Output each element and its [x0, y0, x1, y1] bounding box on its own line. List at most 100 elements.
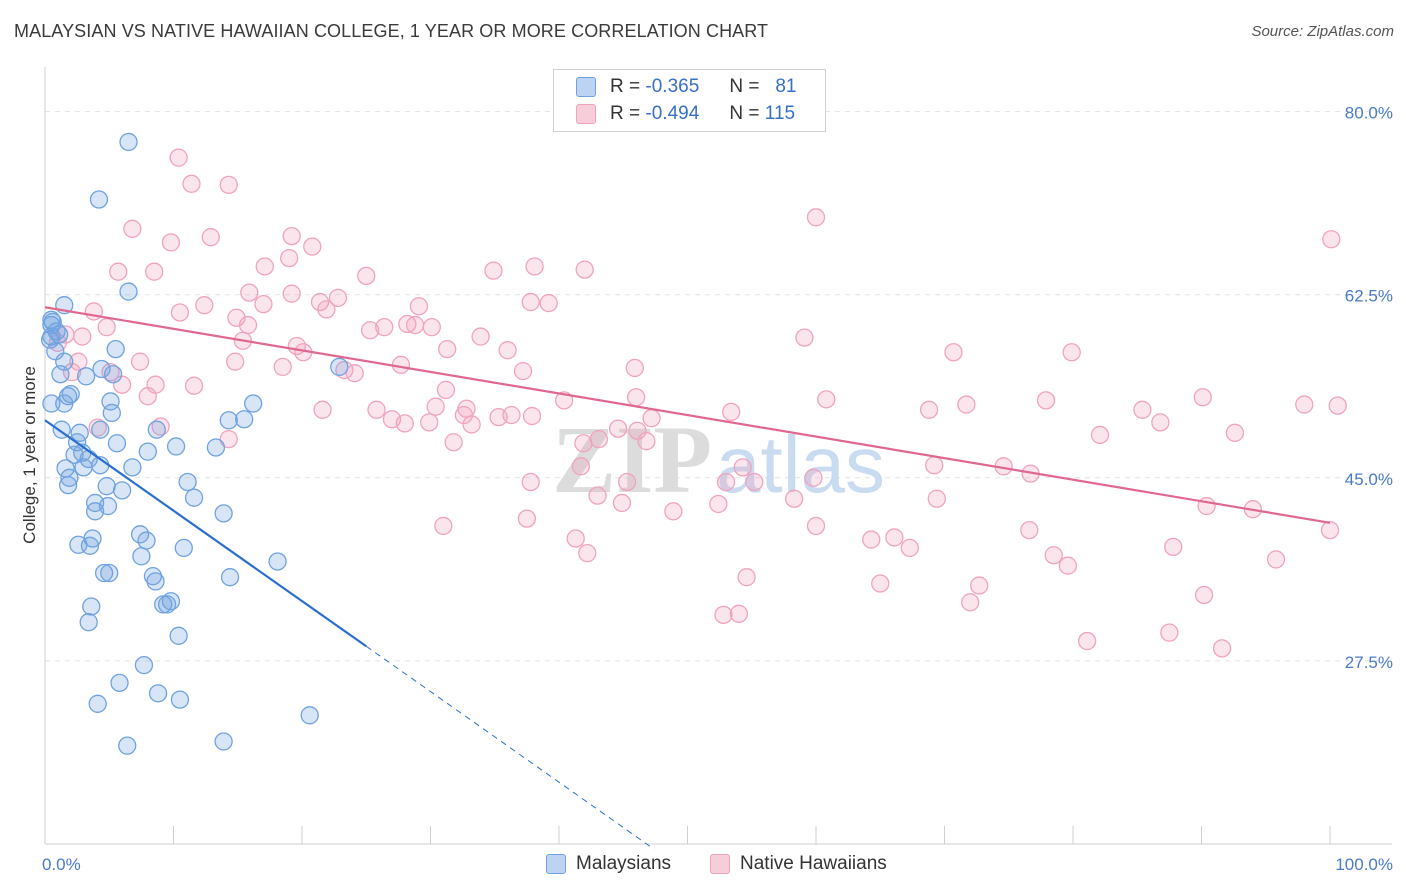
native-hawaiian-point: [885, 528, 904, 547]
native-hawaiian-point: [1036, 391, 1056, 410]
native-hawaiian-point: [254, 294, 273, 314]
native-hawaiian-point: [138, 387, 157, 406]
legend-n-value-malaysians: 81: [775, 76, 797, 97]
native-hawaiian-point: [444, 433, 463, 452]
native-hawaiian-point: [944, 343, 963, 362]
native-hawaiian-point: [219, 175, 238, 195]
native-hawaiian-point: [454, 405, 474, 425]
legend-item-native-hawaiians[interactable]: Native Hawaiians: [710, 853, 887, 875]
native-hawaiian-point: [575, 260, 594, 279]
malaysian-point: [51, 365, 70, 384]
native-hawaiian-point: [391, 355, 411, 374]
malaysian-point: [58, 475, 78, 495]
native-hawaiian-point: [716, 472, 736, 492]
native-hawaiian-point: [970, 576, 989, 595]
malaysian-point: [154, 595, 173, 614]
native-hawaiian-point: [919, 400, 939, 419]
native-hawaiian-point: [436, 380, 456, 400]
malaysian-point: [100, 563, 119, 583]
native-hawaiian-point: [303, 237, 322, 256]
native-hawaiian-point: [170, 303, 190, 322]
native-hawaiian-point: [1062, 343, 1081, 362]
native-hawaiian-point: [539, 293, 558, 313]
malaysian-point: [137, 531, 156, 550]
native-hawaiian-point: [240, 283, 259, 302]
malaysian-point: [184, 488, 204, 507]
native-hawaiian-point: [1160, 623, 1179, 642]
native-hawaiian-point: [664, 502, 683, 521]
native-hawaiian-point: [73, 327, 92, 346]
legend-item-malaysians[interactable]: Malaysians: [546, 853, 671, 875]
x-tick-label: 0.0%: [42, 855, 81, 874]
native-hawaiian-point: [273, 357, 292, 377]
y-tick-label: 80.0%: [1345, 104, 1393, 123]
native-hawaiian-point: [925, 456, 944, 475]
native-hawaiian-point: [871, 574, 890, 593]
native-hawaiian-point: [195, 296, 214, 315]
native-hawaiian-point: [201, 228, 220, 247]
tick-labels: 27.5% 45.0% 62.5% 80.0% 0.0% 100.0%: [42, 104, 1393, 874]
native-hawaiians-points: [48, 148, 1347, 658]
native-hawaiian-point: [238, 315, 258, 335]
malaysian-point: [219, 411, 238, 430]
malaysian-point: [235, 410, 254, 429]
native-hawaiian-point: [521, 292, 540, 312]
malaysian-point: [244, 394, 263, 413]
legend-n-value-native-hawaiians: 115: [764, 103, 796, 124]
native-hawaiians-swatch: [576, 104, 596, 124]
native-hawaiian-point: [612, 493, 632, 513]
malaysian-point: [91, 420, 110, 439]
malaysians-trendline: [44, 419, 367, 648]
legend-n-label: N =: [729, 103, 760, 124]
native-hawaiians-trendline: [44, 306, 1331, 524]
chart-title: MALAYSIAN VS NATIVE HAWAIIAN COLLEGE, 1 …: [14, 21, 769, 41]
native-hawaiian-point: [1295, 395, 1314, 414]
y-axis-label: College, 1 year or more: [20, 366, 39, 544]
native-hawaiian-point: [345, 364, 364, 383]
legend-label-malaysians: Malaysians: [576, 853, 672, 874]
malaysian-point: [76, 367, 96, 386]
legend-r-label: R =: [610, 76, 641, 97]
malaysian-point: [103, 365, 123, 384]
malaysian-point: [147, 420, 166, 439]
malaysian-point: [82, 597, 101, 616]
malaysian-point: [268, 552, 287, 571]
malaysian-point: [106, 339, 125, 359]
native-hawaiian-point: [422, 317, 441, 337]
native-hawaiian-point: [927, 489, 946, 508]
malaysian-point: [42, 394, 61, 413]
native-hawaiian-point: [588, 486, 607, 505]
malaysian-point: [330, 357, 349, 377]
native-hawaiian-point: [434, 516, 453, 536]
native-hawaiian-point: [578, 543, 597, 563]
native-hawaiian-point: [817, 390, 836, 409]
x-tick-label: 100.0%: [1335, 855, 1393, 874]
legend-n-label: N =: [729, 76, 760, 97]
native-hawaiian-point: [169, 148, 188, 167]
native-hawaiian-point: [745, 472, 764, 492]
native-hawaiian-point: [1193, 388, 1212, 407]
y-tick-label: 62.5%: [1345, 287, 1393, 306]
malaysian-point: [119, 132, 138, 152]
native-hawaiian-point: [489, 407, 508, 427]
native-hawaiian-point: [109, 262, 128, 281]
malaysian-point: [169, 626, 188, 645]
malaysian-point: [79, 449, 98, 469]
native-hawaiian-point: [1322, 230, 1341, 249]
native-hawaiian-point: [522, 406, 542, 426]
native-hawaiian-point: [804, 468, 823, 487]
malaysian-point: [94, 563, 114, 583]
native-hawaiian-point: [709, 494, 728, 514]
native-hawaiian-point: [484, 261, 503, 280]
malaysian-point: [220, 568, 240, 587]
malaysian-point: [206, 438, 226, 457]
native-hawaiian-point: [317, 300, 336, 319]
malaysian-point: [55, 394, 74, 413]
native-hawaiian-point: [420, 413, 439, 432]
native-hawaiian-point: [282, 284, 301, 303]
native-hawaiian-point: [1266, 550, 1286, 569]
malaysian-point: [65, 445, 84, 464]
native-hawaiian-point: [1194, 585, 1214, 605]
native-hawaiian-point: [806, 516, 826, 536]
